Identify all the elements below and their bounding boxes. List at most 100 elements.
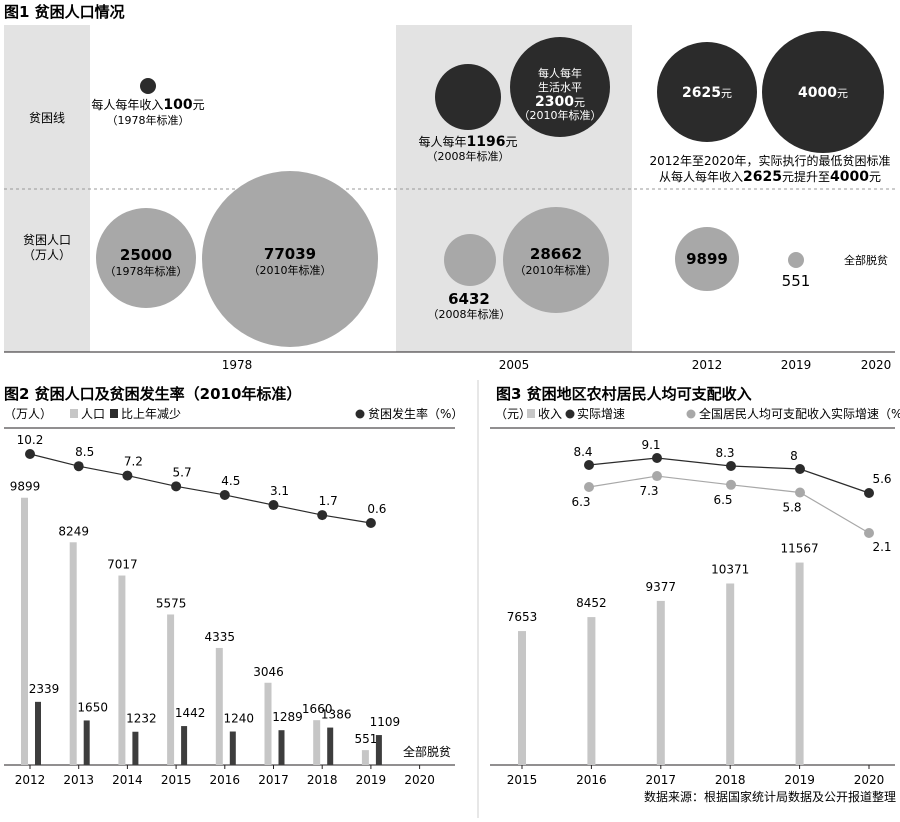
fig2-label-population: 8249: [58, 524, 89, 538]
fig2-bar-population: [215, 647, 223, 765]
fig3-x-label: 2017: [646, 773, 677, 787]
fig2-label-decrease: 1386: [321, 708, 352, 722]
bubble-2012-line-b: [762, 31, 884, 153]
fig3-title: 图3 贫困地区农村居民人均可支配收入: [496, 385, 752, 403]
fig3-national-label: 7.3: [639, 484, 658, 498]
fig3-growth-label: 8.3: [715, 446, 734, 460]
fig2-plot: 2012 9899 2339 2013 8249 1650 2014 7017 1232 2015…: [10, 433, 435, 787]
fig1-year-2005: 2005: [499, 358, 530, 372]
fig2-rate-point: [317, 510, 328, 521]
bubble-2005-line-a: [435, 64, 501, 130]
fig3-x-label: 2019: [784, 773, 815, 787]
fig2-bar-population: [118, 575, 126, 765]
fig3-bar-income: [518, 631, 526, 765]
fig2-rate-point: [73, 461, 84, 472]
fig1-note-1: 2012年至2020年，实际执行的最低贫困标准: [649, 153, 890, 168]
fig2-x-label: 2013: [63, 773, 94, 787]
fig3-x-label: 2015: [507, 773, 538, 787]
std-2005-pop-b: （2010年标准）: [515, 263, 598, 277]
fig3-x-label: 2016: [576, 773, 607, 787]
fig3-legend-growth: 实际增速: [577, 406, 625, 421]
fig2-label-decrease: 1650: [77, 700, 108, 714]
fig2-x-label: 2014: [112, 773, 143, 787]
fig2-title: 图2 贫困人口及贫困发生率（2010年标准）: [4, 385, 301, 403]
fig2-label-decrease: 2339: [29, 682, 60, 696]
fig1-note-2: 从每人每年收入2625元提升至4000元: [659, 169, 881, 185]
fig2-rate-label: 3.1: [270, 484, 289, 498]
fig3-label-income: 9377: [646, 580, 677, 594]
label-2005-line-b-l2: 生活水平: [538, 80, 582, 94]
fig2-label-decrease: 1240: [224, 712, 255, 726]
value-2020-pop: 全部脱贫: [844, 253, 888, 267]
fig3-national-point: [726, 479, 736, 490]
fig3-growth-point: [726, 461, 736, 471]
fig2-bar-population: [21, 497, 28, 765]
fig3-bar-income: [656, 600, 665, 765]
fig2-x-label: 2015: [161, 773, 192, 787]
fig2-rate-label: 5.7: [173, 465, 192, 479]
fig2-rate-label: 7.2: [124, 455, 143, 469]
fig2-bar-population: [313, 720, 321, 765]
fig3-legend-income: 收入: [538, 407, 562, 421]
label-2005-line-a-std: （2008年标准）: [427, 149, 510, 163]
fig3-bar-income: [587, 617, 596, 765]
fig3-bar-income: [795, 562, 804, 765]
fig2-annotation-2020: 全部脱贫: [403, 744, 451, 759]
fig3-x-label: 2020: [854, 773, 885, 787]
fig2-x-label: 2018: [307, 773, 338, 787]
fig3-national-point: [652, 471, 662, 482]
fig2-label-decrease: 1109: [370, 715, 401, 729]
label-2005-line-a: 每人每年1196元: [419, 134, 518, 150]
fig2-rate-point: [25, 449, 35, 459]
fig3-growth-label: 9.1: [641, 438, 660, 452]
bubble-2005-pop-a: [444, 234, 496, 286]
fig3-legend-national: 全国居民人均可支配收入实际增速（%）: [699, 406, 900, 421]
fig3-growth-point: [795, 464, 805, 474]
bubble-1978-line: [140, 78, 156, 94]
fig3-legend: （元） 收入 实际增速 全国居民人均可支配收入实际增速（%）: [495, 406, 900, 421]
fig3-national-label: 6.3: [571, 495, 590, 509]
value-2019-pop: 551: [782, 272, 811, 290]
fig3-legend-national-swatch: [686, 409, 696, 419]
source-note: 数据来源：根据国家统计局数据及公开报道整理: [644, 789, 896, 804]
fig2-rate-label: 1.7: [319, 494, 338, 508]
fig2-rate-point: [122, 470, 133, 481]
fig2-bar-decrease: [229, 731, 236, 765]
fig3-national-label: 2.1: [872, 540, 891, 554]
fig2-label-population: 3046: [253, 665, 284, 679]
bubble-2012-line-a: [657, 42, 757, 142]
fig2-label-population: 1660: [302, 702, 333, 716]
fig2-x-label: 2019: [356, 773, 387, 787]
label-1978-line-std: （1978年标准）: [107, 113, 190, 127]
fig3-national-point: [795, 487, 805, 498]
fig2-label-decrease: 1289: [272, 710, 303, 724]
fig1-title: 图1 贫困人口情况: [4, 3, 125, 21]
fig2-legend-pop: 人口: [81, 407, 105, 421]
fig3-national-label: 6.5: [713, 493, 732, 507]
fig2-legend-decrease: 比上年减少: [121, 407, 181, 421]
fig2-label-population: 9899: [10, 480, 41, 494]
fig2-rate-line: [29, 453, 371, 524]
fig3-plot: 2015 7653 2016 8452 2017 9377 2018 10371 2019 115…: [507, 438, 892, 787]
fig2-legend: （万人） 人口 比上年减少 贫困发生率（%）: [4, 406, 463, 421]
fig1-year-2019: 2019: [781, 358, 812, 372]
fig2-bar-decrease: [278, 730, 285, 765]
fig2-legend-rate: 贫困发生率（%）: [368, 406, 463, 421]
fig2-x-label: 2016: [210, 773, 241, 787]
fig2-x-label: 2012: [15, 773, 46, 787]
fig2-bar-decrease: [83, 720, 90, 765]
std-2005-pop-a: （2008年标准）: [428, 307, 511, 321]
bubble-1978-pop-a: [96, 208, 196, 308]
std-1978-pop-a: （1978年标准）: [105, 264, 188, 278]
fig3-growth-point: [652, 453, 662, 463]
fig2-x-label: 2017: [258, 773, 289, 787]
fig3-legend-growth-swatch: [565, 409, 575, 419]
fig3-label-income: 11567: [781, 542, 819, 556]
std-1978-pop-b: （2010年标准）: [249, 263, 332, 277]
fig2-rate-point: [219, 489, 230, 500]
row-label-population: 贫困人口: [23, 232, 71, 247]
fig2-rate-label: 10.2: [17, 433, 44, 447]
value-1978-pop-a: 25000: [120, 246, 172, 264]
value-1978-pop-b: 77039: [264, 245, 316, 263]
